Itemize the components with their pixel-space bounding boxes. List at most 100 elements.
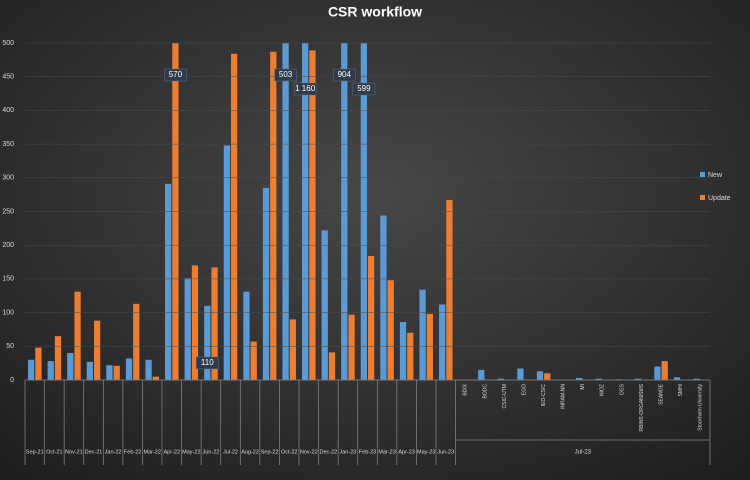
bar: [113, 365, 120, 380]
bar: [231, 53, 238, 380]
x-tick-label: Apr-23: [398, 449, 415, 455]
x-subtick-label: EGO: [521, 384, 527, 395]
data-label-box: [352, 82, 376, 96]
x-subtick-label: SEANOE: [658, 383, 664, 405]
x-subtick-label: INRAM-NN: [561, 384, 567, 409]
x-subtick-label: SMHI: [678, 384, 684, 397]
bar: [380, 215, 387, 380]
x-subtick-label: NIOZ: [600, 384, 606, 396]
bar: [661, 361, 668, 380]
x-group-label: Jul-23: [575, 450, 592, 456]
data-label: 904: [338, 70, 352, 79]
x-subtick-label: Stockholm University: [698, 384, 704, 431]
data-label: 570: [169, 70, 183, 79]
x-tick-label: Feb-22: [124, 449, 141, 455]
legend-label: New: [708, 172, 723, 179]
bar: [94, 320, 101, 380]
bar: [282, 43, 289, 380]
bar: [536, 371, 544, 380]
bar: [387, 280, 394, 380]
y-tick-label: 300: [2, 175, 14, 182]
data-label: 1 160: [295, 84, 316, 93]
bar: [348, 314, 355, 380]
bar: [446, 200, 453, 380]
bar: [223, 145, 230, 380]
bar: [439, 304, 446, 380]
bar: [165, 183, 172, 380]
data-label-box: [293, 82, 317, 96]
y-tick-label: 400: [2, 107, 14, 114]
x-tick-label: Apr-22: [164, 449, 181, 455]
bar: [497, 378, 504, 380]
x-tick-label: Nov-21: [65, 449, 83, 455]
bar: [426, 313, 433, 380]
x-tick-label: Dec-21: [85, 449, 103, 455]
x-tick-label: Jul-22: [223, 449, 238, 455]
data-label: 110: [201, 358, 214, 367]
x-subtick-label: IEO-CSIC: [541, 384, 547, 407]
chart-title: CSR workflow: [328, 4, 422, 20]
x-tick-label: Oct-21: [46, 449, 63, 455]
x-subtick-label: BDIX: [463, 383, 469, 395]
bar: [478, 369, 485, 380]
x-tick-label: Mar-23: [378, 449, 395, 455]
y-tick-label: 200: [2, 242, 14, 249]
bar: [360, 43, 367, 380]
x-tick-label: Jan-23: [340, 449, 357, 455]
bar: [399, 322, 407, 380]
bar: [309, 50, 316, 380]
x-tick-label: May-22: [182, 449, 200, 455]
bar: [67, 353, 74, 380]
bar: [47, 361, 54, 380]
bar: [419, 289, 426, 380]
bar: [341, 43, 348, 380]
data-label-box: [164, 68, 187, 82]
bar: [145, 359, 152, 380]
bar: [407, 332, 414, 380]
x-tick-label: Sep-21: [26, 449, 44, 455]
y-tick-label: 450: [2, 74, 14, 81]
x-tick-label: Nov-22: [300, 449, 318, 455]
bar: [125, 358, 133, 380]
data-label-box: [333, 68, 356, 82]
bar: [152, 376, 159, 380]
bar: [517, 368, 524, 380]
bar: [654, 366, 661, 380]
legend-swatch: [700, 172, 705, 177]
y-tick-label: 0: [10, 377, 14, 384]
bar: [302, 43, 309, 380]
bar: [262, 187, 270, 380]
data-label: 503: [279, 70, 293, 79]
bar: [270, 51, 277, 380]
data-label-box: [274, 68, 297, 82]
bar: [172, 43, 179, 380]
bar: [289, 319, 296, 380]
x-subtick-label: BODC: [482, 384, 488, 399]
bar: [28, 359, 35, 380]
x-tick-label: Jan-22: [105, 449, 122, 455]
legend-swatch: [700, 195, 705, 200]
y-tick-label: 350: [2, 141, 14, 148]
bar: [106, 365, 113, 380]
x-tick-label: Jun-23: [437, 449, 454, 455]
x-subtick-label: CSIC-UTM: [502, 384, 508, 408]
bar: [595, 378, 602, 380]
bar: [328, 352, 336, 380]
x-tick-label: Oct-22: [281, 449, 298, 455]
bar: [211, 267, 218, 380]
bar: [74, 291, 81, 380]
bar: [54, 336, 62, 380]
y-tick-label: 50: [6, 343, 14, 350]
bar: [321, 230, 328, 380]
y-tick-label: 150: [2, 276, 14, 283]
bar: [576, 377, 583, 380]
bar: [243, 291, 250, 380]
bar: [35, 347, 42, 380]
bar: [86, 361, 93, 380]
x-tick-label: Dec-22: [319, 449, 337, 455]
legend-label: Update: [708, 195, 731, 202]
bar: [250, 341, 257, 380]
y-tick-label: 250: [2, 208, 14, 215]
